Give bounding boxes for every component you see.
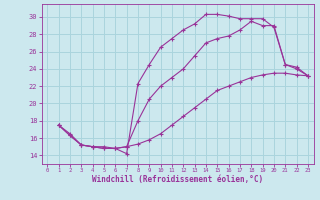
X-axis label: Windchill (Refroidissement éolien,°C): Windchill (Refroidissement éolien,°C) [92,175,263,184]
